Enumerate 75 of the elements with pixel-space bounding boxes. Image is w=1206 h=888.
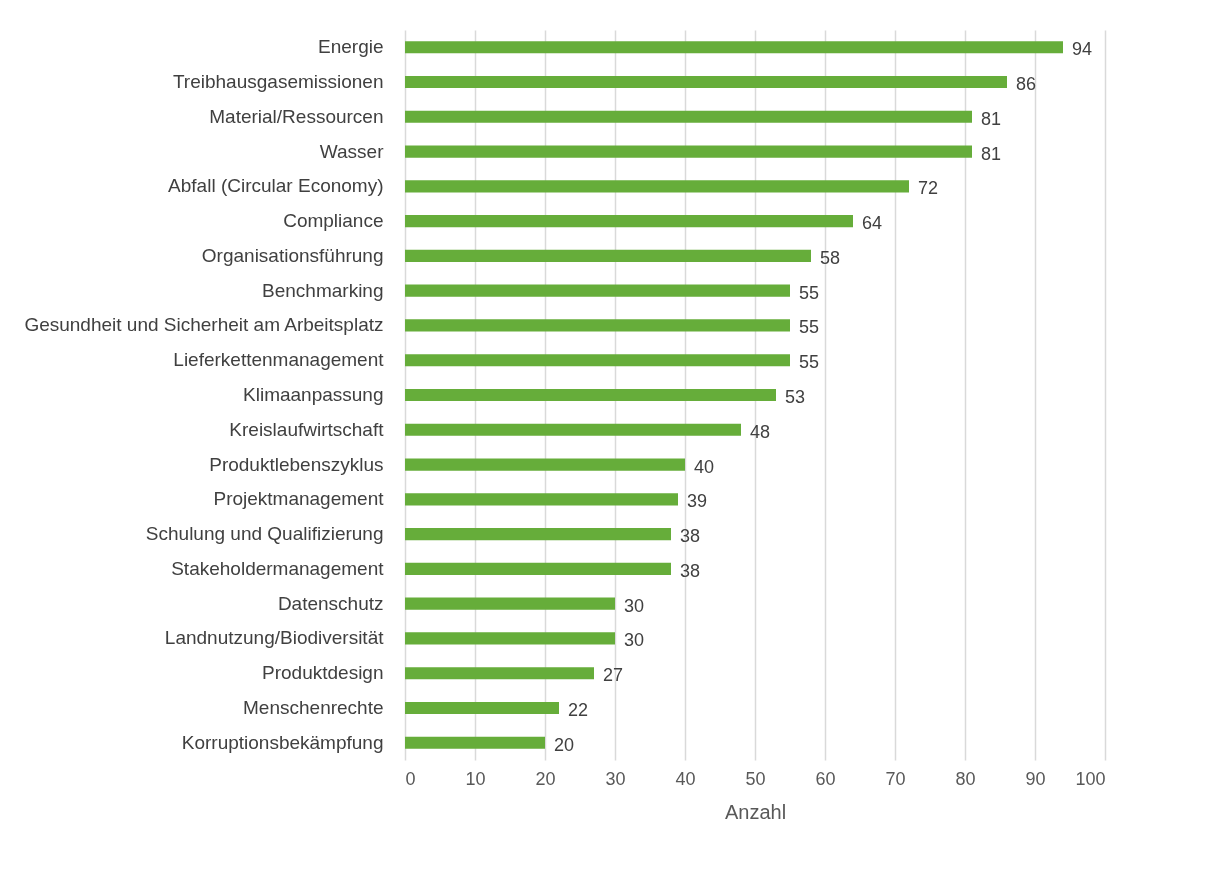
y-tick-label: Energie [318,36,384,58]
y-tick-label: Gesundheit und Sicherheit am Arbeitsplatz [24,314,384,336]
bar [405,458,685,471]
y-tick-label: Lieferkettenmanagement [173,349,385,371]
x-tick-label: 60 [815,768,836,789]
data-label: 64 [862,213,883,234]
y-tick-label: Korruptionsbekämpfung [181,731,384,753]
bar [405,632,615,645]
bar [405,597,615,610]
bar [405,528,671,541]
data-label: 38 [680,526,701,547]
x-tick-label: 80 [955,768,976,789]
bar [405,493,678,506]
bar [405,423,741,436]
data-label: 20 [554,734,575,755]
y-tick-label: Menschenrechte [243,697,384,719]
bar [405,145,972,158]
data-label: 38 [680,560,701,581]
x-tick-label: 100 [1075,768,1106,789]
y-tick-label: Datenschutz [277,592,384,614]
bar [405,215,853,228]
data-label: 55 [799,282,820,303]
y-tick-label: Kreislaufwirtschaft [229,418,385,440]
y-tick-label: Treibhausgasemissionen [172,70,384,92]
y-tick-label: Schulung und Qualifizierung [145,523,384,545]
y-tick-label: Wasser [319,140,385,162]
x-tick-label: 50 [745,768,766,789]
data-label: 48 [750,421,771,442]
y-tick-label: Compliance [283,210,384,232]
bar [405,110,972,123]
data-label: 81 [981,108,1002,129]
bar [405,701,559,715]
y-tick-label: Benchmarking [262,279,384,301]
data-label: 30 [624,595,645,616]
bar [405,319,790,332]
bar [405,562,671,575]
bar [405,249,811,262]
bar [405,667,594,680]
data-label: 55 [799,317,820,338]
data-label: 58 [820,247,841,268]
bar [405,41,1063,54]
data-label: 22 [568,700,589,721]
data-label: 40 [694,456,715,477]
y-tick-label: Material/Ressourcen [209,105,384,127]
data-label: 39 [687,491,708,512]
y-tick-label: Produktlebenszyklus [209,453,384,475]
data-label: 53 [785,387,806,407]
data-label: 86 [1016,73,1037,94]
x-tick-label: 10 [465,768,486,789]
x-tick-label: 0 [405,768,416,789]
data-label: 27 [603,665,624,686]
y-tick-label: Organisationsführung [201,244,384,266]
data-label: 72 [918,178,939,199]
x-tick-label: 70 [885,768,906,789]
bar [405,736,545,749]
y-tick-label: Landnutzung/Biodiversität [164,627,385,649]
bar [405,180,909,193]
y-tick-label: Abfall (Circular Economy) [168,175,384,197]
data-label: 30 [624,630,645,651]
x-tick-label: 30 [605,768,626,789]
y-tick-label: Projektmanagement [213,488,385,510]
x-tick-label: 90 [1025,768,1046,789]
bar [405,354,790,367]
x-tick-label: 40 [675,768,696,789]
y-tick-label: Klimaanpassung [243,384,384,405]
bar [405,75,1007,89]
y-tick-label: Stakeholdermanagement [171,557,385,579]
data-label: 81 [981,143,1002,164]
data-label: 94 [1072,39,1093,60]
x-axis-title: Anzahl [724,800,787,823]
bar [405,284,790,297]
x-tick-label: 20 [535,768,556,789]
bar [405,388,776,402]
y-tick-label: Produktdesign [262,662,384,684]
data-label: 55 [799,352,820,373]
